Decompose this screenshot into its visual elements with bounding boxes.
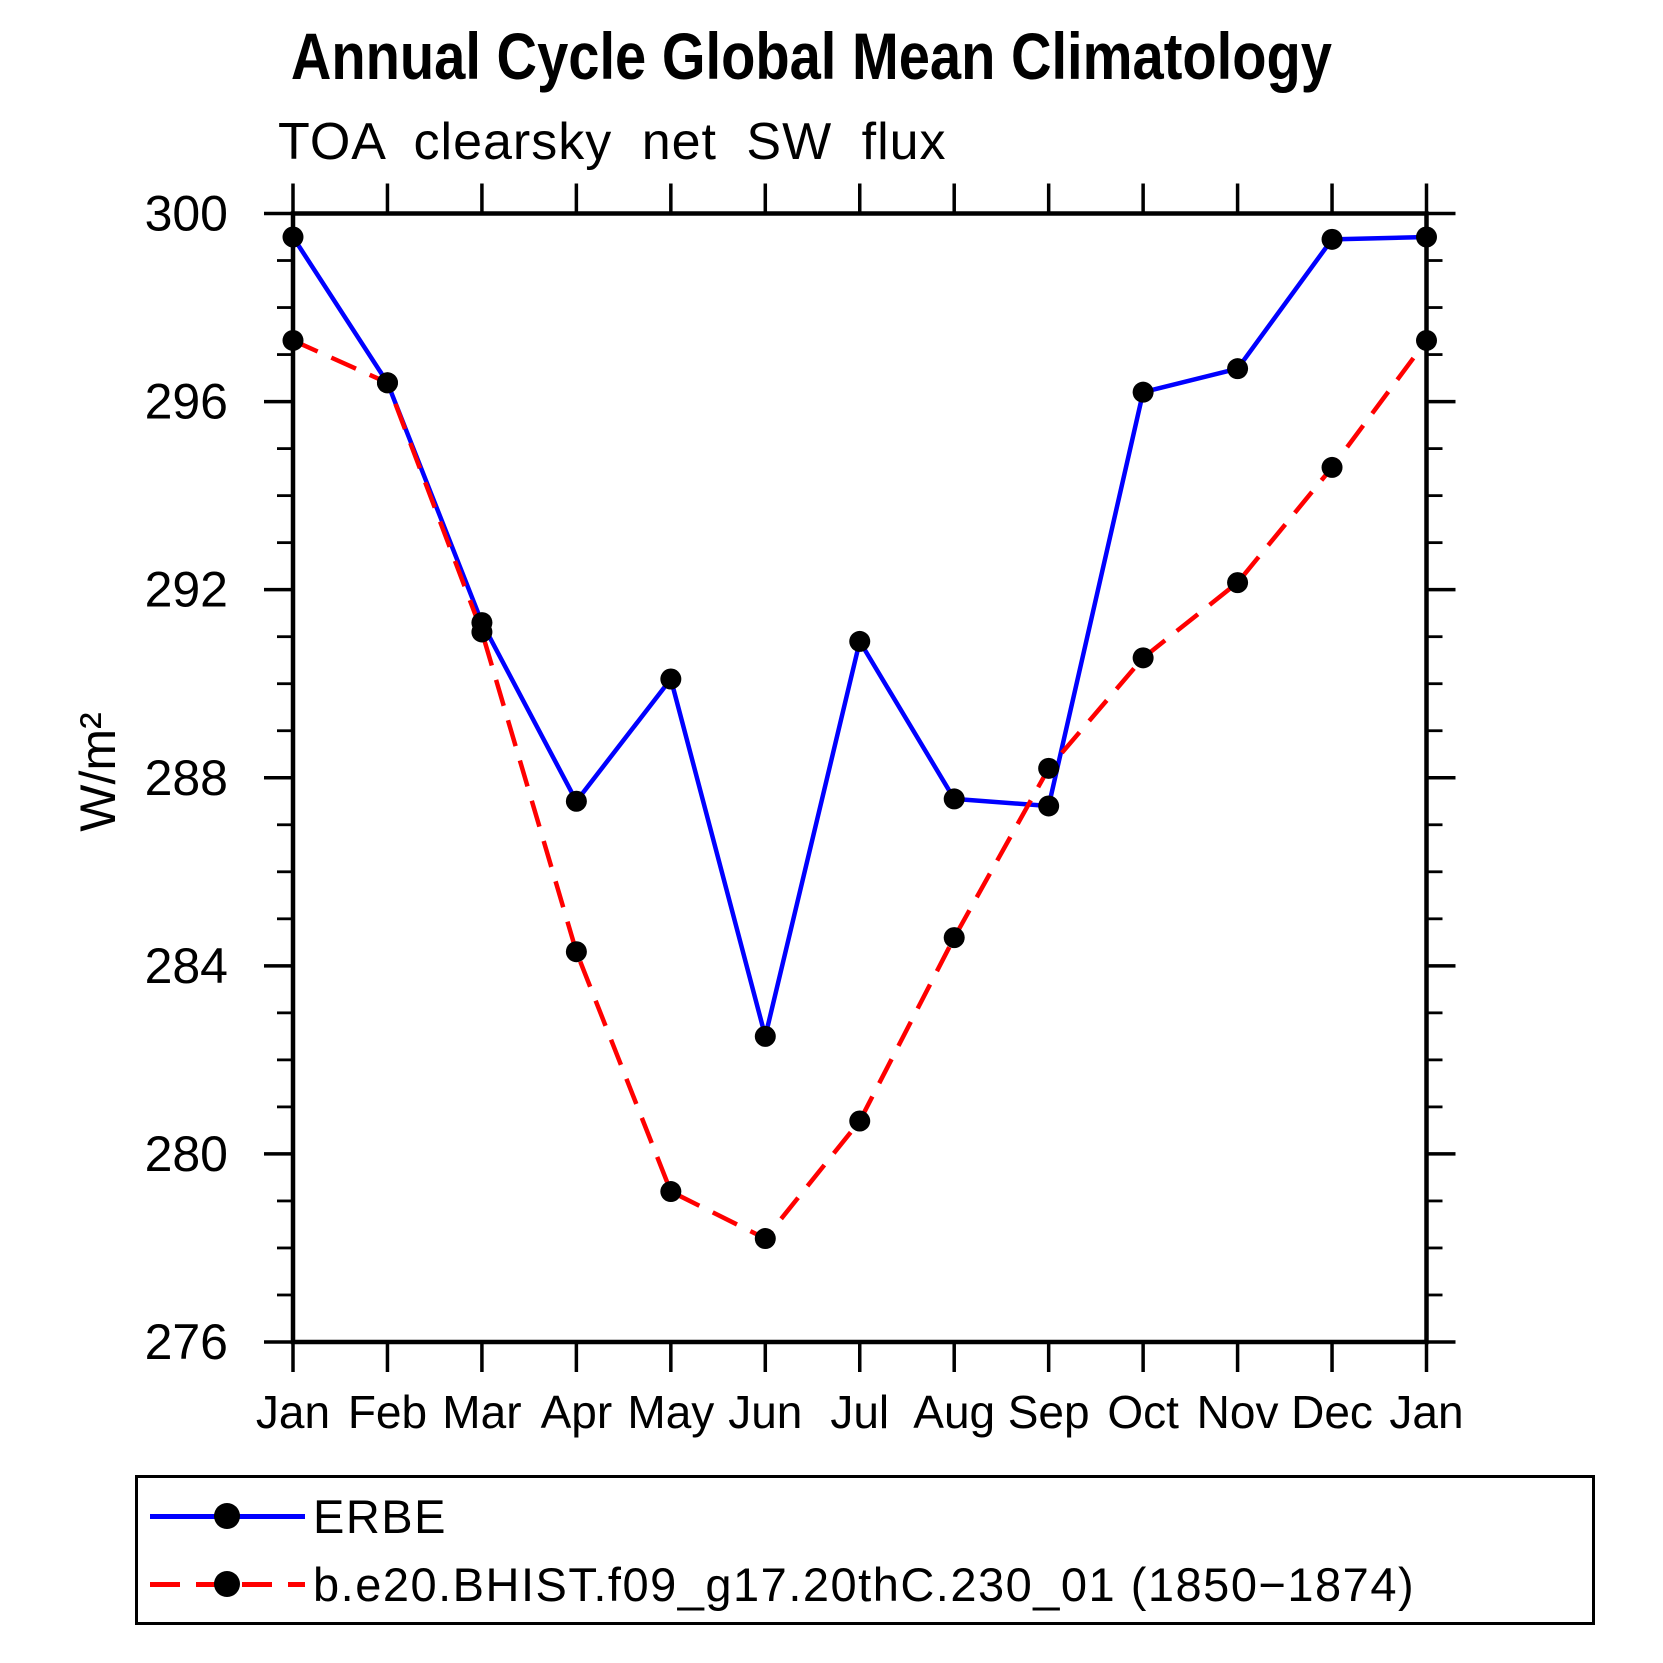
data-point [282,226,304,248]
legend-row-erbe: ERBE [138,1482,1592,1550]
data-point [1416,226,1437,248]
x-tick-label: Mar [442,1386,521,1438]
data-point [1132,647,1154,669]
legend-marker-dot-icon [214,1503,240,1529]
chart-area: 276 280 284 288 292 296 300 Jan Feb Mar Apr May Jun J… [145,183,1464,1438]
x-tick-label: Oct [1107,1386,1179,1438]
x-tick-label: Dec [1291,1386,1373,1438]
data-point [1227,358,1249,380]
x-tick-label: Jan [1389,1386,1463,1438]
data-point [1038,795,1060,817]
y-tick-label: 284 [145,938,228,994]
legend-sample-model [150,1571,305,1597]
legend-label-model: b.e20.BHIST.f09_g17.20thC.230_01 (1850−1… [313,1557,1416,1611]
y-tick-label: 300 [145,186,228,242]
data-point [1416,329,1437,351]
y-tick-label: 276 [145,1314,228,1370]
legend-marker-dot-icon [214,1571,240,1597]
x-tick-label: Apr [541,1386,613,1438]
legend-row-model: b.e20.BHIST.f09_g17.20thC.230_01 (1850−1… [138,1550,1592,1618]
chart-title-text: Annual Cycle Global Mean Climatology [290,19,1333,93]
chart-title: Annual Cycle Global Mean Climatology [0,18,1663,94]
data-point [943,788,965,810]
data-point [565,941,587,963]
y-tick-label: 292 [145,562,228,618]
legend: ERBE b.e20.BHIST.f09_g17.20thC.230_01 (1… [135,1475,1595,1625]
x-tick-label: May [627,1386,714,1438]
y-tick-label: 288 [145,750,228,806]
x-tick-label: Nov [1197,1386,1279,1438]
x-tick-label: Jun [728,1386,802,1438]
data-point [1132,381,1154,403]
data-point [471,621,493,643]
x-tick-label: Jul [830,1386,889,1438]
data-point [943,927,965,949]
legend-sample-erbe [150,1503,305,1529]
y-tick-label: 280 [145,1126,228,1182]
legend-label-erbe: ERBE [313,1489,447,1543]
data-point [282,329,304,351]
y-tick-label: 296 [145,374,228,430]
data-point [849,1110,871,1132]
data-point [376,372,398,394]
chart-subtitle: TOA clearsky net SW flux [278,113,947,171]
data-point [1038,757,1060,779]
series-line-1 [292,338,1429,1241]
data-point [849,630,871,652]
data-point [1227,572,1249,594]
x-tick-label: Sep [1008,1386,1090,1438]
x-tick-label: Aug [913,1386,995,1438]
data-point [754,1025,776,1047]
plot-box [290,211,1429,1345]
data-point [660,1181,682,1203]
data-point [1321,228,1343,250]
x-tick-label: Feb [348,1386,427,1438]
x-tick-label: Jan [256,1386,330,1438]
data-point [660,668,682,690]
data-point [1321,456,1343,478]
data-point [565,790,587,812]
data-point [754,1228,776,1250]
